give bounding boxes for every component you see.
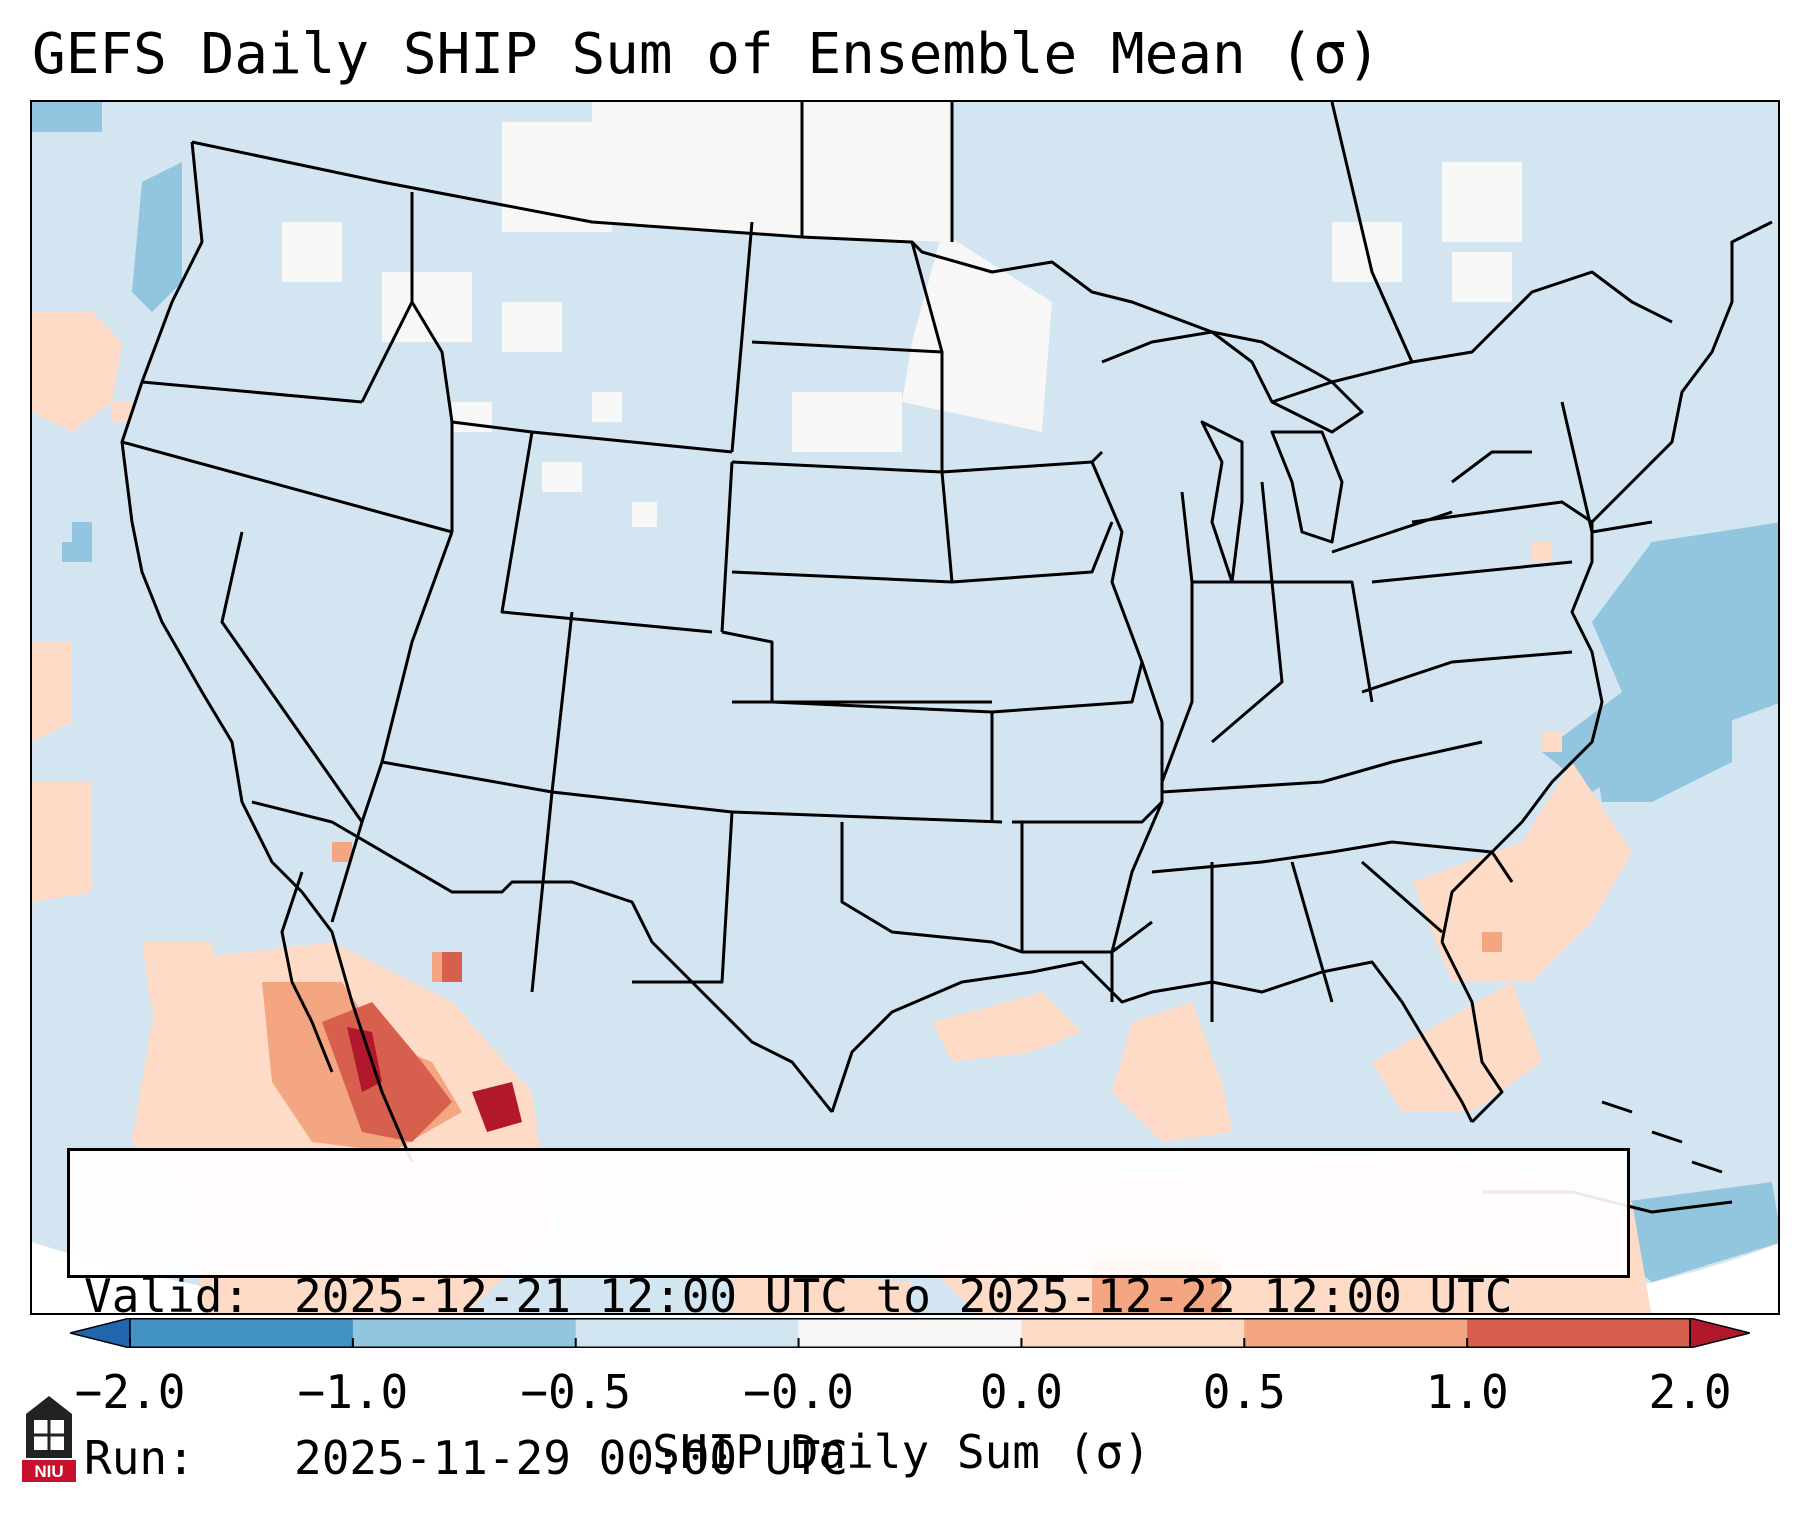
- valid-label: Valid:: [84, 1269, 251, 1323]
- colorbar-tick-label: −0.0: [743, 1365, 854, 1419]
- run-row: Run: 2025-11-29 00:00 UTC: [84, 1431, 1627, 1485]
- map-svg: [32, 102, 1778, 1313]
- negative-anomaly-regions: [32, 102, 1778, 1282]
- colorbar-ticks: −2.0 −1.0 −0.5 −0.0 0.0 0.5 1.0 2.0: [0, 1365, 1803, 1425]
- neutral-anomaly-regions: [282, 102, 1522, 527]
- valid-value: 2025-12-21 12:00 UTC to 2025-12-22 12:00…: [294, 1269, 1513, 1323]
- political-boundaries: [120, 102, 1773, 1214]
- colorbar-bin: [1467, 1318, 1691, 1348]
- colorbar-bin: [1244, 1318, 1468, 1348]
- colorbar-under-arrow: [70, 1318, 131, 1348]
- colorbar-tick-label: −2.0: [74, 1365, 186, 1419]
- colorbar-bin: [575, 1318, 800, 1348]
- colorbar-tick-label: 0.5: [1202, 1365, 1286, 1419]
- colorbar: [70, 1318, 1750, 1348]
- colorbar-bin: [130, 1318, 354, 1348]
- logo-text: NIU: [34, 1462, 63, 1481]
- colorbar-label: SHIP Daily Sum (σ): [652, 1425, 1151, 1479]
- valid-run-info-box: Valid: 2025-12-21 12:00 UTC to 2025-12-22…: [67, 1148, 1630, 1485]
- colorbar-bin: [1021, 1318, 1245, 1348]
- colorbar-bin: [352, 1318, 577, 1348]
- colorbar-bin: [798, 1318, 1022, 1348]
- colorbar-frame: [129, 1318, 1691, 1348]
- projection-edge-left: [32, 1242, 399, 1313]
- niu-logo: NIU: [22, 1396, 76, 1482]
- colorbar-tick-label: 2.0: [1648, 1365, 1732, 1419]
- chart-title: GEFS Daily SHIP Sum of Ensemble Mean (σ): [32, 22, 1381, 87]
- colorbar-tick-label: 1.0: [1425, 1365, 1509, 1419]
- colorbar-tick-label: −0.5: [520, 1365, 632, 1419]
- colorbar-over-arrow: [1689, 1318, 1750, 1348]
- run-value: 2025-11-29 00:00 UTC: [294, 1431, 848, 1485]
- colorbar-tick-label: −1.0: [297, 1365, 409, 1419]
- extreme-positive-regions: [347, 1027, 522, 1132]
- valid-row: Valid: 2025-12-21 12:00 UTC to 2025-12-22…: [84, 1269, 1627, 1323]
- projection-edge-right: [1460, 1243, 1778, 1313]
- map-panel[interactable]: [30, 100, 1780, 1315]
- run-label: Run:: [84, 1431, 195, 1485]
- logo-band: [22, 1460, 76, 1482]
- colorbar-tick-label: 0.0: [979, 1365, 1063, 1419]
